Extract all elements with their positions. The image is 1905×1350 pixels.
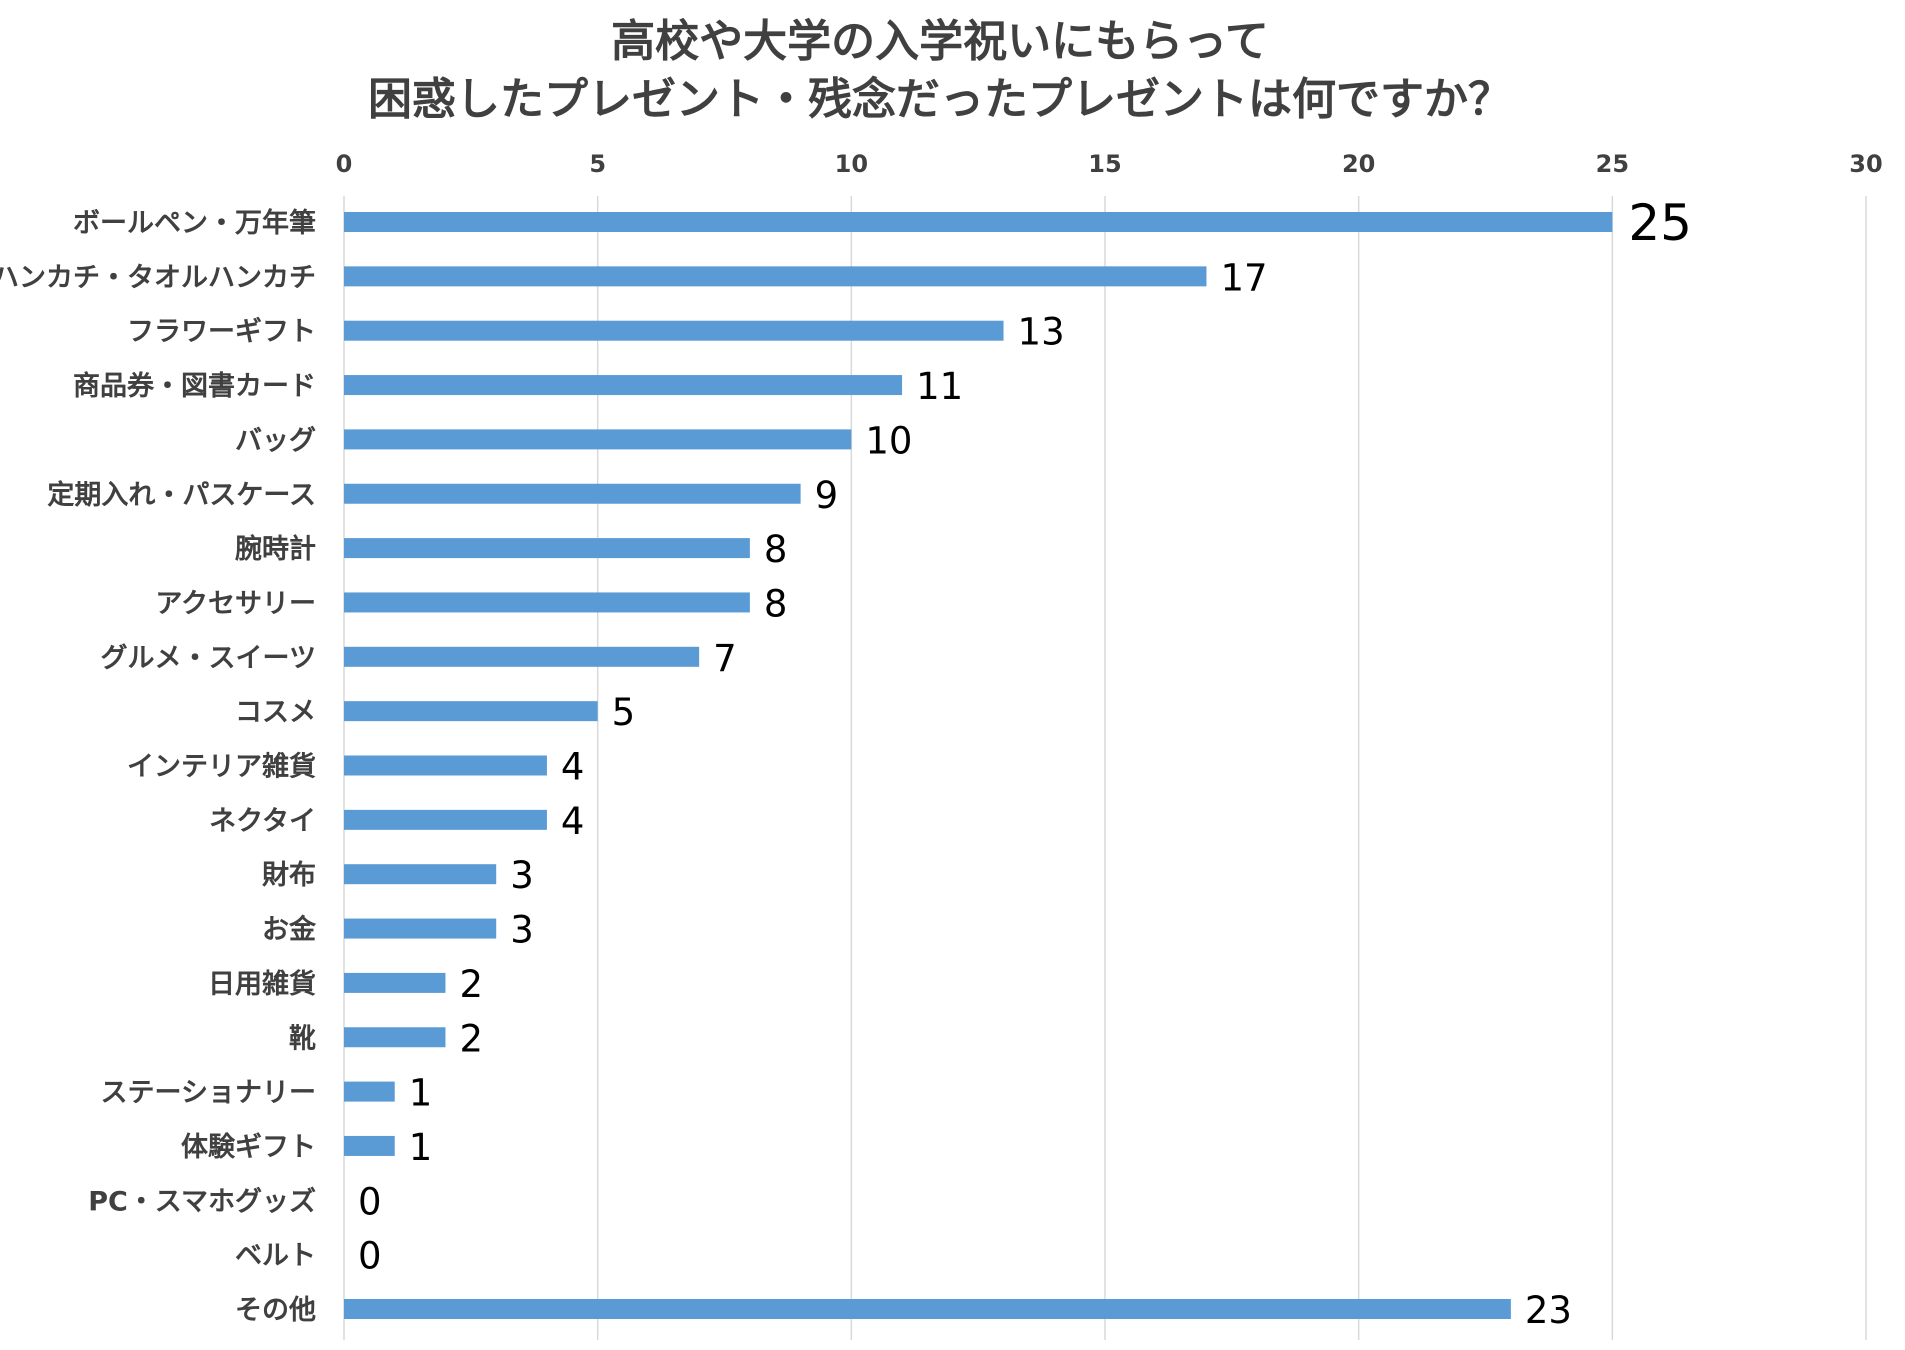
category-label-12: 財布 (262, 860, 316, 891)
x-tick-label-20: 20 (1342, 150, 1375, 178)
x-tick-label-10: 10 (835, 150, 868, 178)
bar-3 (344, 375, 903, 396)
category-label-15: 靴 (289, 1023, 316, 1054)
data-label-18: 0 (358, 1180, 382, 1223)
chart-title-line-2: 困惑したプレゼント・残念だったプレゼントは何ですか？ (368, 74, 1512, 125)
chart-title-line-1: 高校や大学の入学祝いにもらって (611, 16, 1269, 67)
data-label-15: 2 (459, 1017, 483, 1060)
category-label-8: グルメ・スイーツ (101, 642, 316, 674)
category-label-0: ボールペン・万年筆 (73, 207, 316, 239)
bar-14 (344, 972, 446, 993)
bar-4 (344, 429, 852, 450)
bar-0 (344, 212, 1613, 232)
bars (344, 212, 1613, 1319)
data-label-4: 10 (865, 419, 912, 462)
data-label-10: 4 (561, 746, 585, 789)
data-label-0: 25 (1628, 194, 1692, 252)
bar-7 (344, 592, 750, 613)
category-label-5: 定期入れ・パスケース (47, 479, 316, 511)
x-tick-label-15: 15 (1088, 150, 1121, 178)
data-label-1: 17 (1220, 256, 1267, 299)
x-tick-label-0: 0 (336, 150, 353, 178)
bar-13 (344, 918, 497, 939)
category-label-10: インテリア雑貨 (127, 751, 316, 783)
data-label-2: 13 (1018, 311, 1065, 354)
bar-16 (344, 1081, 395, 1102)
data-label-20: 23 (1525, 1289, 1572, 1332)
bar-15 (344, 1027, 446, 1048)
bar-10 (344, 755, 547, 776)
category-label-14: 日用雑貨 (208, 968, 316, 1000)
x-tick-label-25: 25 (1596, 150, 1629, 178)
category-label-13: お金 (262, 914, 317, 946)
x-axis-ticks: 0 5 10 15 20 25 30 (336, 150, 1883, 178)
chart-title: 高校や大学の入学祝いにもらって困惑したプレゼント・残念だったプレゼントは何ですか… (368, 16, 1512, 125)
x-tick-label-30: 30 (1849, 150, 1882, 178)
data-label-14: 2 (459, 963, 483, 1006)
data-label-9: 5 (612, 691, 636, 734)
data-label-13: 3 (510, 909, 534, 952)
data-label-6: 8 (764, 528, 788, 571)
category-labels: ボールペン・万年筆ハンカチ・タオルハンカチフラワーギフト商品券・図書カードバッグ… (0, 207, 317, 1326)
category-label-18: PC・スマホグッズ (88, 1185, 316, 1217)
bar-2 (344, 320, 1004, 341)
category-label-19: ベルト (235, 1241, 316, 1272)
bar-6 (344, 538, 750, 559)
data-label-8: 7 (713, 637, 737, 680)
x-tick-label-5: 5 (589, 150, 606, 178)
bar-9 (344, 701, 598, 722)
data-label-19: 0 (358, 1235, 382, 1278)
category-label-6: 腕時計 (235, 533, 316, 565)
bar-17 (344, 1135, 395, 1156)
bar-1 (344, 266, 1207, 287)
category-label-7: アクセサリー (155, 588, 316, 619)
category-label-3: 商品券・図書カード (73, 370, 316, 402)
data-label-5: 9 (815, 474, 839, 517)
bar-8 (344, 646, 700, 667)
category-label-2: フラワーギフト (127, 317, 316, 348)
data-label-7: 8 (764, 582, 788, 625)
category-label-1: ハンカチ・タオルハンカチ (0, 262, 316, 293)
category-label-4: バッグ (235, 424, 316, 456)
bar-5 (344, 483, 801, 504)
bar-12 (344, 864, 497, 885)
category-label-11: ネクタイ (209, 806, 316, 837)
category-label-16: ステーショナリー (101, 1078, 316, 1109)
category-label-9: コスメ (235, 697, 316, 728)
data-label-16: 1 (409, 1072, 433, 1115)
bar-20 (344, 1299, 1511, 1319)
category-label-20: その他 (235, 1295, 316, 1326)
data-label-12: 3 (510, 854, 534, 897)
data-label-17: 1 (409, 1126, 433, 1169)
category-label-17: 体験ギフト (181, 1132, 316, 1163)
data-label-3: 11 (916, 365, 963, 408)
data-label-11: 4 (561, 800, 585, 843)
bar-11 (344, 809, 547, 830)
